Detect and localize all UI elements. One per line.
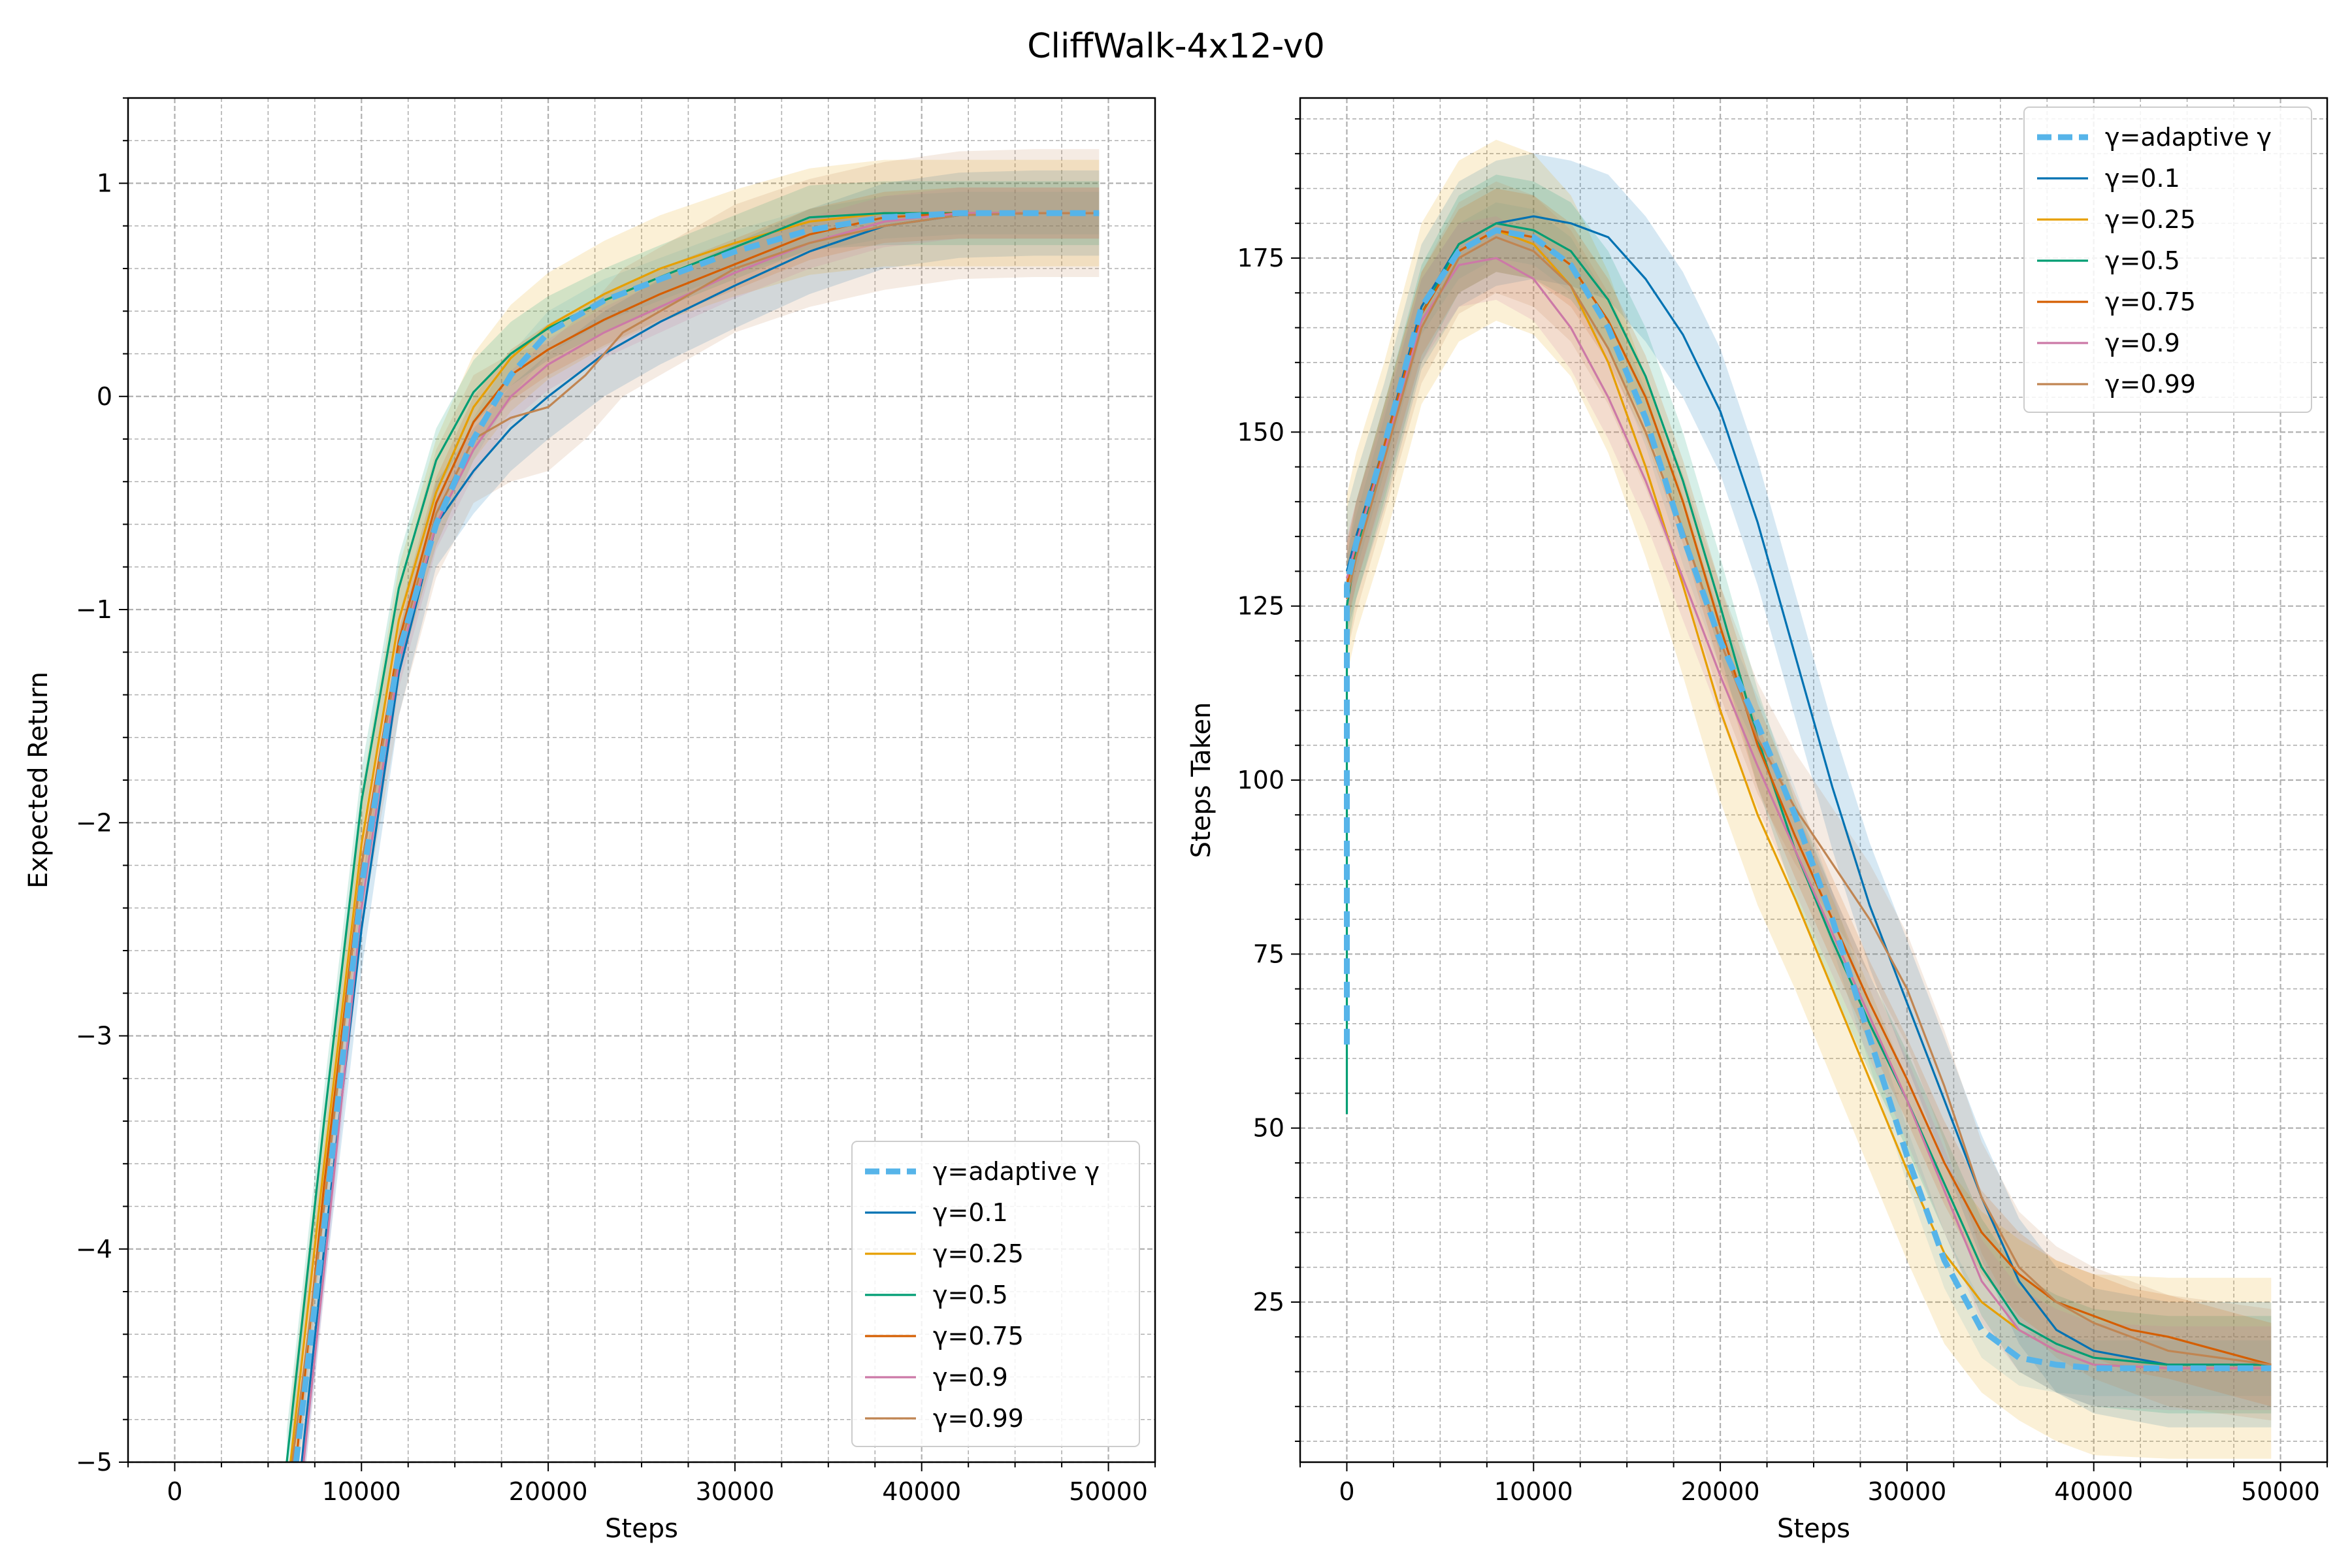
x-tick-label: 30000 [695, 1477, 774, 1506]
confidence-band-g0.99 [1347, 181, 2272, 1421]
legend-label-g0.1: γ=0.1 [933, 1198, 1008, 1227]
legend-label-g0.9: γ=0.9 [2105, 329, 2180, 357]
y-tick-label: 175 [1237, 244, 1284, 272]
x-tick-label: 50000 [1069, 1477, 1148, 1506]
legend-label-g0.5: γ=0.5 [2105, 246, 2180, 275]
legend-label-g0.99: γ=0.99 [2105, 370, 2196, 399]
y-tick-label: 0 [97, 382, 112, 411]
y-axis-label: Steps Taken [1186, 702, 1217, 858]
y-tick-label: −4 [76, 1235, 112, 1264]
legend-label-g0.75: γ=0.75 [2105, 287, 2196, 316]
x-tick-label: 40000 [882, 1477, 961, 1506]
y-tick-label: −5 [76, 1448, 112, 1477]
legend-box [851, 1141, 1140, 1447]
y-axis: 25 50 75 100 125 150 175 Steps Taken [1186, 118, 1300, 1443]
y-axis: −5 −4 −3 −2 −1 0 1 Expected Return [24, 97, 128, 1477]
x-axis-label: Steps [605, 1514, 678, 1544]
legend: γ=adaptive γ γ=0.1 γ=0.25 γ=0.5 γ=0.75 γ=0.9 γ… [2023, 106, 2312, 413]
y-tick-label: −2 [76, 808, 112, 837]
legend-label-g0.1: γ=0.1 [2105, 164, 2180, 193]
x-tick-label: 20000 [509, 1477, 588, 1506]
legend-label-g0.75: γ=0.75 [933, 1322, 1024, 1350]
grid [1299, 98, 2328, 1462]
legend-label-g0.25: γ=0.25 [933, 1239, 1024, 1268]
y-tick-label: 1 [97, 169, 112, 198]
legend-label-g0.25: γ=0.25 [2105, 205, 2196, 234]
left-panel-expected-return: 0 10000 20000 30000 40000 50000Steps−5−4−3−2−… [24, 97, 1156, 1544]
legend-label-adaptive: γ=adaptive γ [2105, 123, 2272, 152]
x-axis: 0 10000 20000 30000 40000 50000 Steps [1299, 1462, 2328, 1544]
right-panel-steps-taken: 0 10000 20000 30000 40000 50000 Steps 25 50 75 100… [1186, 97, 2328, 1544]
confidence-band-g0.25 [1347, 139, 2272, 1459]
series-line-adaptive [293, 210, 1100, 1462]
confidence-band-g0.9 [1347, 216, 2272, 1411]
y-tick-label: 125 [1237, 592, 1284, 621]
x-axis: 0 10000 20000 30000 40000 50000 Steps [127, 1462, 1156, 1544]
x-tick-label: 50000 [2241, 1477, 2320, 1506]
plot-area [1344, 139, 2272, 1459]
figure-title: CliffWalk-4x12-v0 [1027, 27, 1325, 66]
y-tick-label: 50 [1253, 1114, 1284, 1143]
series-line-adaptive [1344, 227, 2272, 1371]
series-line-g0.9 [1345, 257, 2272, 1369]
x-tick-label: 10000 [1494, 1477, 1573, 1506]
confidence-band-g0.75 [1347, 188, 2272, 1407]
legend-box [2023, 106, 2312, 413]
y-tick-label: −3 [76, 1022, 112, 1051]
y-tick-label: 25 [1253, 1288, 1284, 1316]
legend-label-g0.99: γ=0.99 [933, 1404, 1024, 1433]
x-tick-label: 0 [1339, 1477, 1354, 1506]
x-axis-label: Steps [1777, 1514, 1850, 1544]
plot-area [286, 149, 1100, 1462]
legend: γ=adaptive γ γ=0.1 γ=0.25 γ=0.5 γ=0.75 γ=0.9 γ… [851, 1141, 1140, 1447]
x-tick-label: 0 [167, 1477, 182, 1506]
y-tick-label: 75 [1253, 939, 1284, 968]
confidence-band-g0.99 [292, 149, 1100, 1462]
y-tick-label: 150 [1237, 417, 1284, 446]
legend-label-g0.9: γ=0.9 [933, 1363, 1008, 1392]
x-tick-label: 40000 [2054, 1477, 2133, 1506]
x-tick-label: 20000 [1681, 1477, 1760, 1506]
x-tick-label: 10000 [322, 1477, 401, 1506]
y-axis-label: Expected Return [24, 672, 54, 889]
confidence-band-g0.5 [1347, 174, 2272, 1414]
y-tick-label: −1 [76, 595, 112, 624]
x-tick-label: 30000 [1867, 1477, 1946, 1506]
legend-label-adaptive: γ=adaptive γ [933, 1157, 1100, 1186]
legend-label-g0.5: γ=0.5 [933, 1281, 1008, 1309]
y-tick-label: 100 [1237, 766, 1284, 794]
